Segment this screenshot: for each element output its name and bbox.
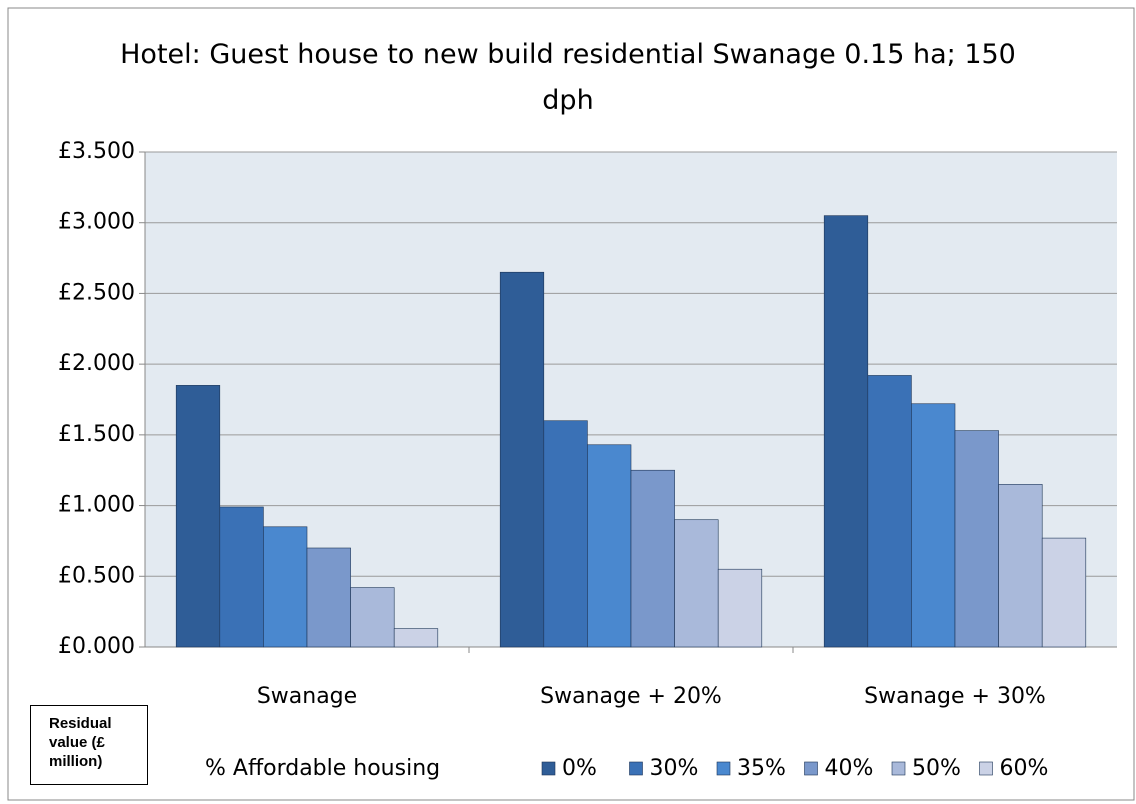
- legend-title: % Affordable housing: [205, 756, 440, 781]
- x-tick-label: Swanage + 20%: [540, 684, 722, 709]
- legend-swatch: [891, 761, 906, 776]
- legend-label: 50%: [912, 756, 961, 781]
- bar: [867, 375, 912, 648]
- y-tick-label: £1.000: [58, 493, 135, 518]
- bar: [393, 628, 439, 648]
- legend-swatch: [979, 761, 993, 776]
- bar: [630, 469, 675, 648]
- y-tick-label: £1.500: [58, 422, 135, 447]
- y-tick-label: £2.500: [58, 280, 135, 305]
- bar: [717, 568, 763, 648]
- y-tick-label: £0.000: [58, 634, 135, 659]
- bar: [823, 215, 869, 648]
- y-tick-label: £3.500: [58, 139, 135, 164]
- legend-swatch: [541, 761, 556, 776]
- y-axis-label: Residual value (£ million): [30, 705, 148, 785]
- x-tick-label: Swanage + 30%: [864, 684, 1046, 709]
- bar: [350, 587, 395, 648]
- y-tick-label: £2.000: [58, 351, 135, 376]
- legend-label: 30%: [650, 756, 699, 781]
- x-tick-label: Swanage: [257, 684, 357, 709]
- bar: [543, 420, 588, 648]
- chart-title: Hotel: Guest house to new build resident…: [120, 39, 1016, 116]
- legend-label: 60%: [1000, 756, 1049, 781]
- bar: [499, 271, 545, 648]
- legend-swatch: [804, 761, 818, 776]
- legend-label: 40%: [825, 756, 874, 781]
- bar: [219, 506, 264, 648]
- legend-swatch: [716, 761, 731, 776]
- legend-swatch: [629, 761, 643, 776]
- bar: [998, 484, 1043, 648]
- legend-label: 35%: [737, 756, 786, 781]
- bar: [1041, 537, 1087, 648]
- bar: [175, 385, 221, 648]
- bar: [587, 444, 632, 648]
- legend-label: 0%: [562, 756, 597, 781]
- bar: [674, 519, 719, 648]
- bar: [306, 547, 351, 648]
- bar: [263, 526, 308, 648]
- y-tick-label: £3.000: [58, 210, 135, 235]
- bar: [911, 403, 956, 648]
- bar: [954, 430, 999, 648]
- y-tick-label: £0.500: [58, 563, 135, 588]
